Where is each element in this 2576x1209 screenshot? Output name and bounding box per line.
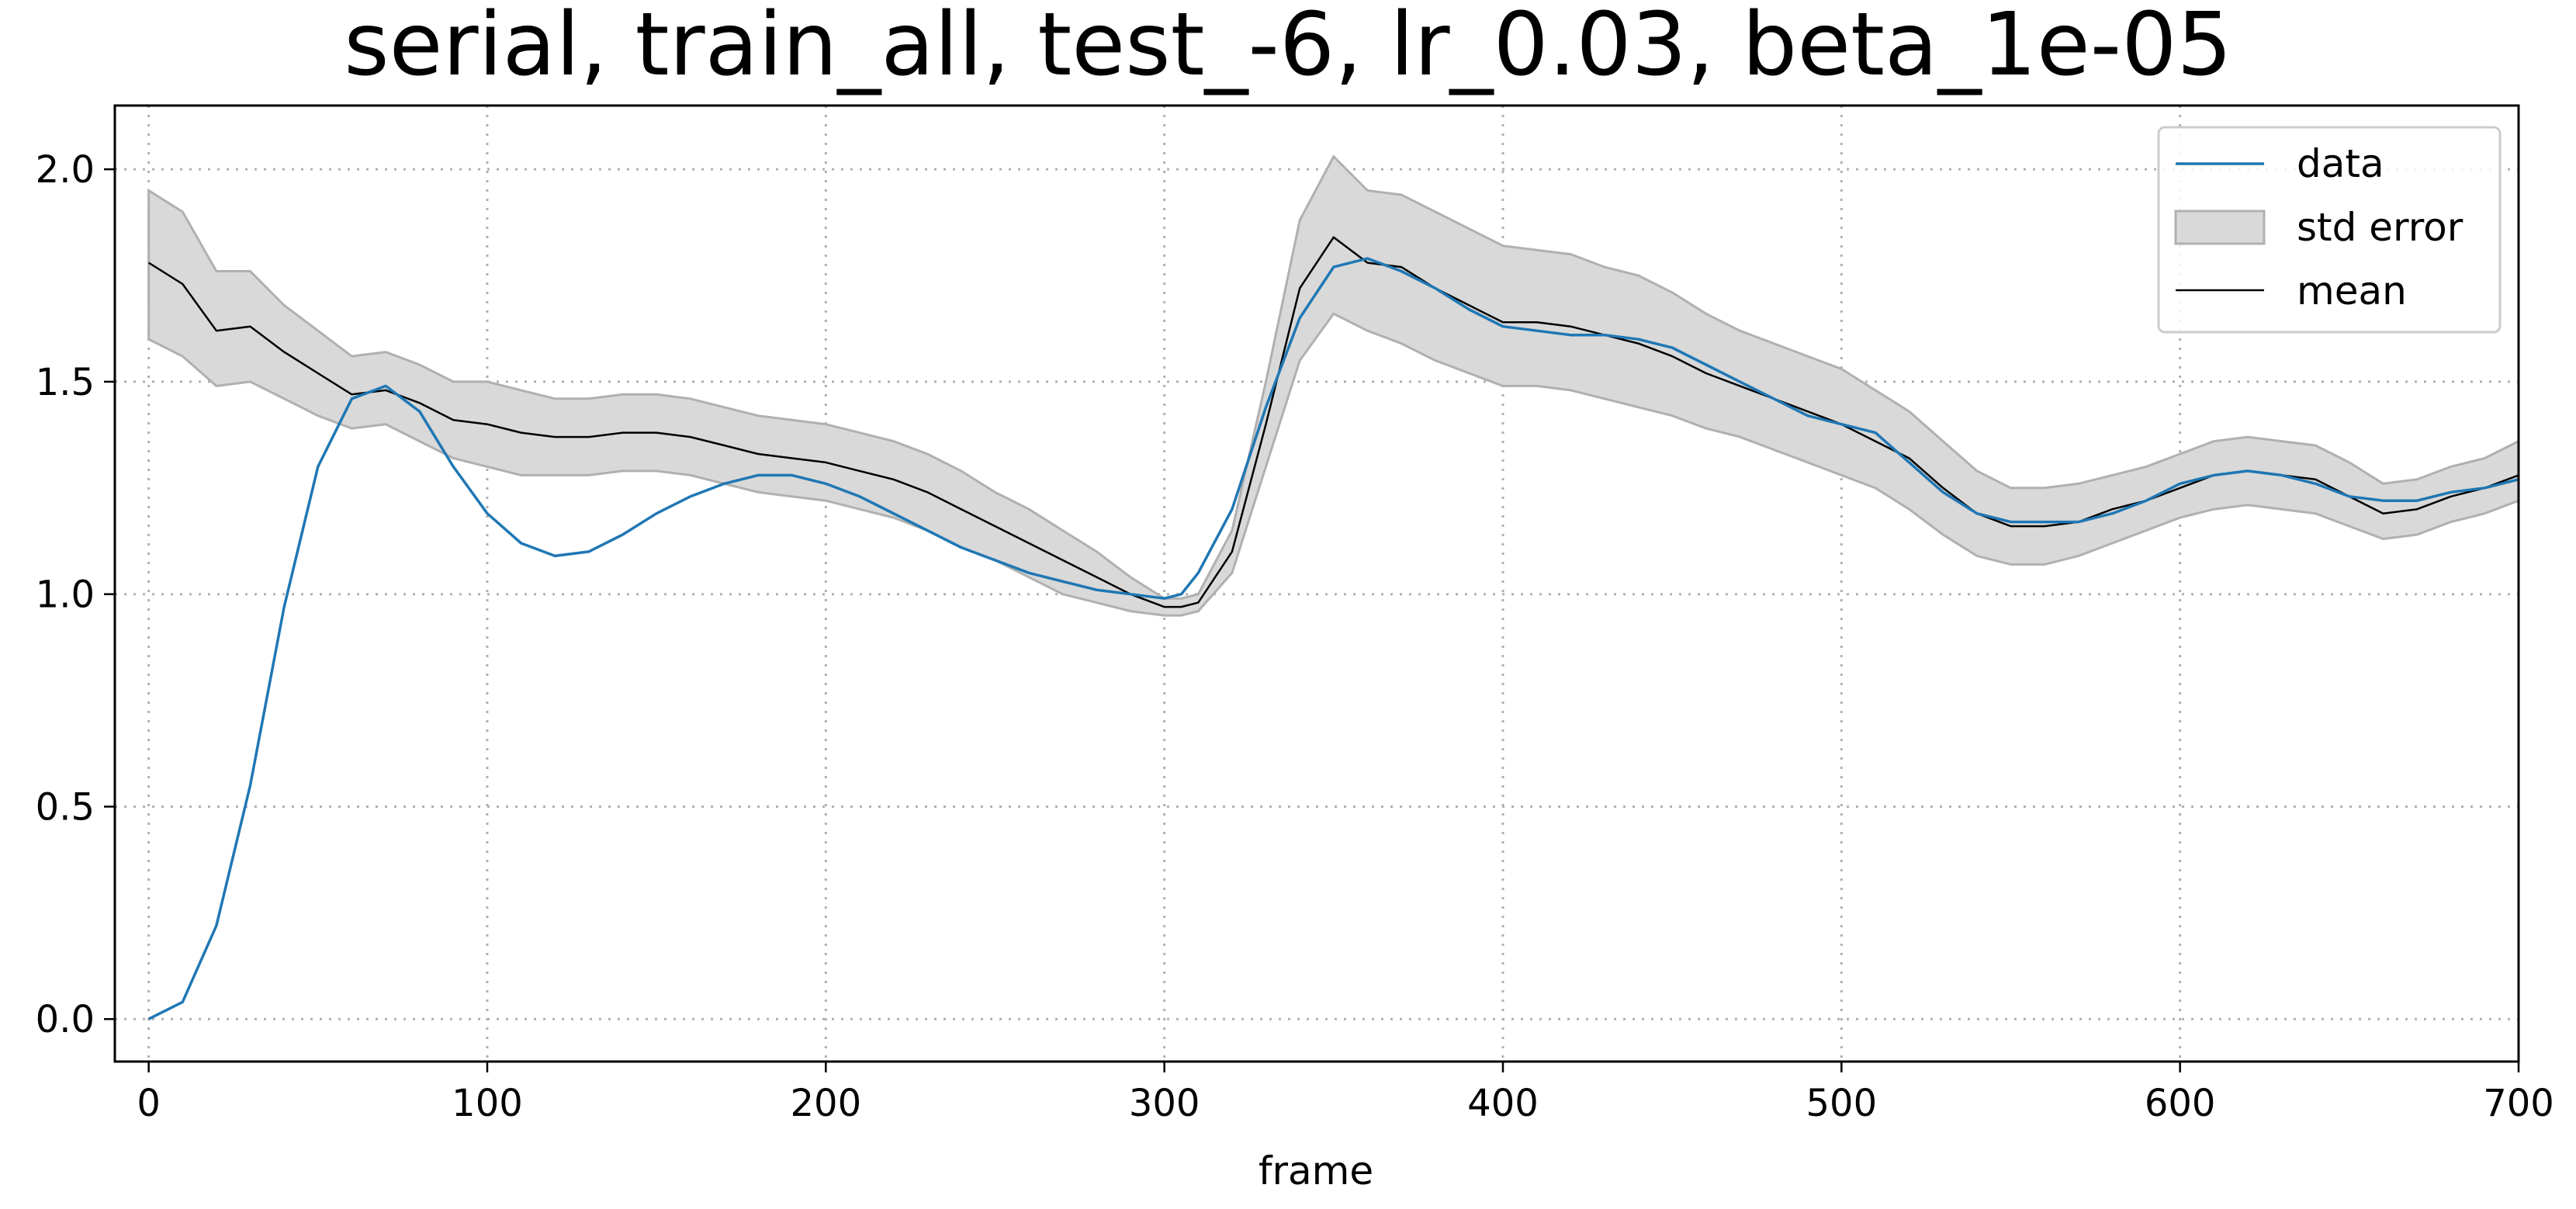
chart-title: serial, train_all, test_-6, lr_0.03, bet… — [344, 0, 2231, 95]
legend-label-std-error: std error — [2297, 205, 2463, 250]
mean-line — [147, 236, 2519, 608]
y-tick-label: 0.5 — [36, 785, 95, 829]
x-tick-label: 700 — [2483, 1082, 2554, 1125]
legend-label-data: data — [2297, 141, 2384, 186]
x-tick-label: 0 — [137, 1082, 161, 1125]
x-tick-label: 500 — [1806, 1082, 1878, 1125]
legend-box — [2157, 126, 2502, 334]
legend-label-mean: mean — [2297, 268, 2407, 314]
legend: data std error mean — [2157, 126, 2502, 334]
data-line — [147, 257, 2519, 1020]
legend-swatch-std-error — [2174, 210, 2266, 245]
x-tick-label: 100 — [452, 1082, 523, 1125]
x-tick-label: 600 — [2145, 1082, 2216, 1125]
y-tick-label: 1.0 — [36, 573, 95, 617]
x-axis-label: frame — [1259, 1148, 1373, 1193]
y-tick-label: 1.5 — [36, 361, 95, 404]
x-tick-label: 300 — [1129, 1082, 1200, 1125]
y-tick-label: 0.0 — [36, 998, 95, 1041]
x-tick-label: 200 — [790, 1082, 861, 1125]
y-tick-label: 2.0 — [36, 148, 95, 192]
plot-frame — [113, 104, 2520, 1063]
x-tick-label: 400 — [1467, 1082, 1539, 1125]
axis-ticks: 0 100 200 300 400 500 600 700 0.0 0.5 1.0 1.5 2.0 — [36, 148, 2554, 1125]
